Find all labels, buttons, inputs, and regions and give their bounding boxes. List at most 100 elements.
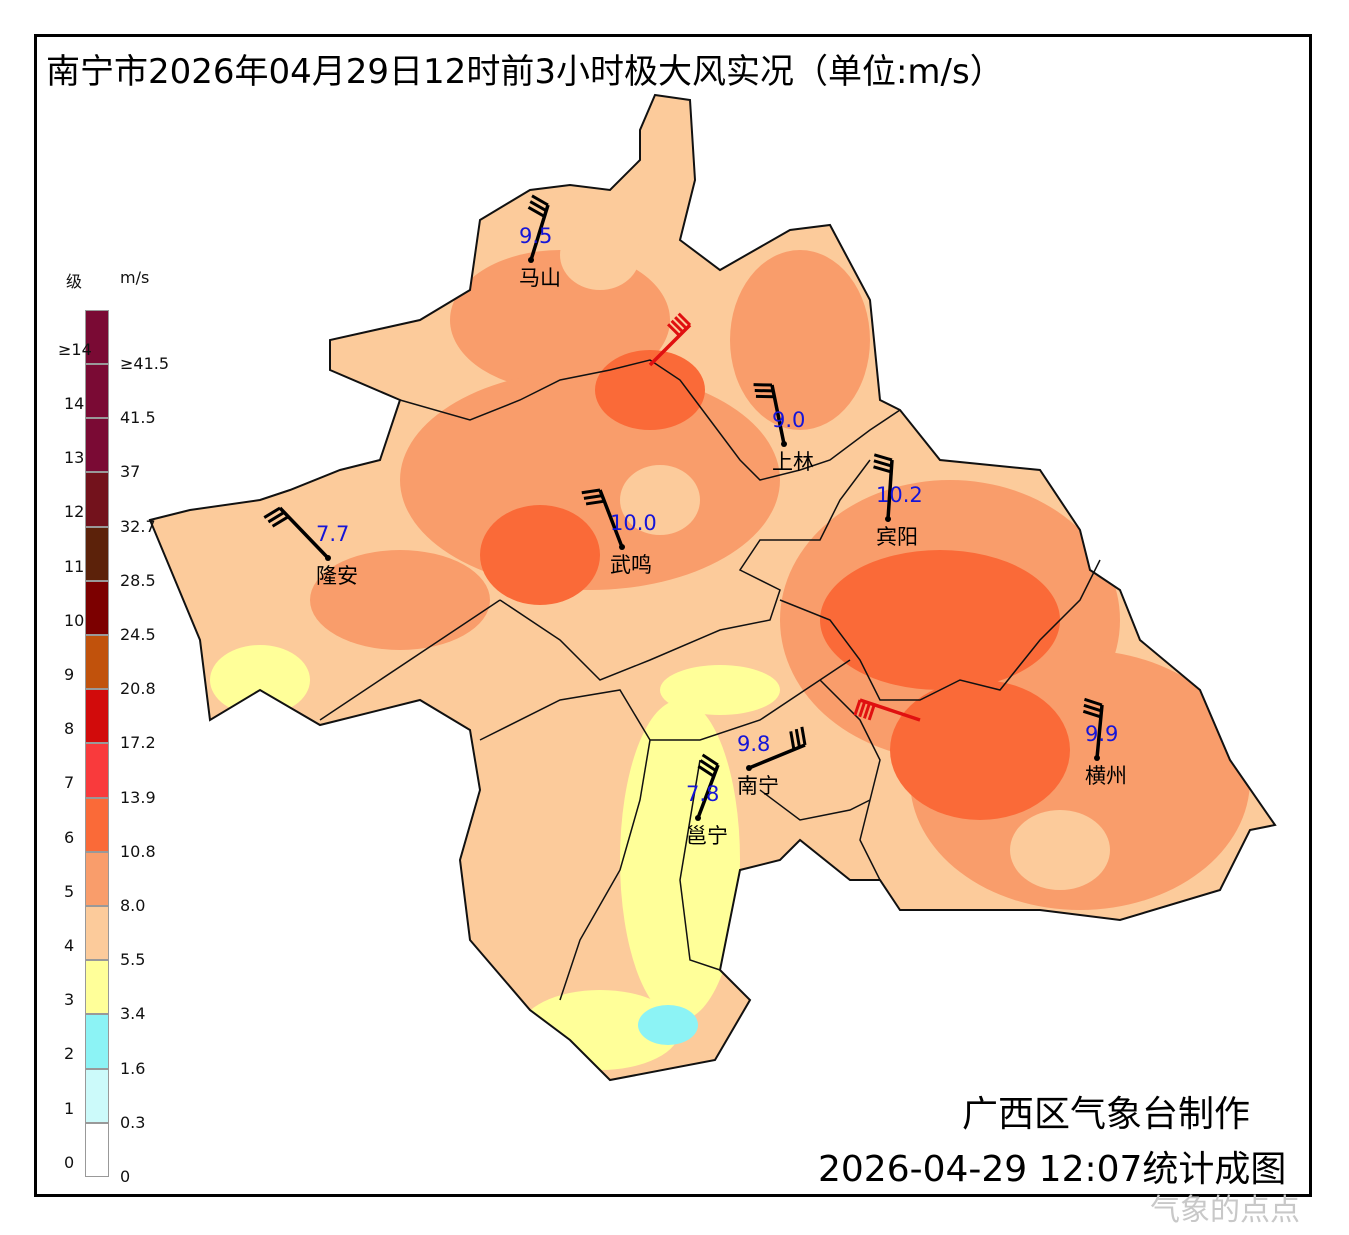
legend-level-label: ≥14	[58, 339, 92, 359]
legend-speed-label: 41.5	[120, 408, 156, 428]
legend-swatch	[85, 309, 109, 364]
zone-level5	[310, 550, 490, 650]
station-value: 9.0	[772, 408, 806, 432]
legend-speed-label: 0	[120, 1167, 131, 1186]
legend-speed-label: 17.2	[120, 733, 156, 753]
wind-barb-feather	[271, 515, 290, 528]
legend-level-label: 11	[64, 556, 85, 576]
max-wind-barb-feather	[670, 319, 684, 334]
legend-speed-label: 3.4	[120, 1004, 146, 1024]
map-title: 南宁市2026年04月29日12时前3小时极大风实况（单位:m/s）	[46, 52, 1004, 92]
legend-level-label: 13	[64, 448, 85, 468]
station-name: 宾阳	[876, 525, 918, 549]
legend-swatch	[85, 906, 109, 961]
legend-swatch	[85, 743, 109, 798]
legend-swatch	[85, 1014, 109, 1069]
legend-speed-label: 24.5	[120, 625, 156, 644]
wind-barb-feather	[873, 459, 893, 468]
station-value: 7.8	[686, 782, 720, 806]
region-fill	[148, 93, 1277, 1082]
wind-barb-feather	[527, 206, 546, 218]
station-value: 10.0	[610, 511, 657, 535]
legend-speed-label: 28.5	[120, 570, 156, 590]
wind-barb-feather	[794, 728, 801, 748]
legend-speed-label: 37	[120, 462, 141, 482]
wind-barb-feather	[1083, 697, 1103, 707]
station-name: 隆安	[316, 564, 358, 588]
zone-level4	[620, 465, 700, 535]
legend-speed-label: 8.0	[120, 896, 146, 915]
legend-level-label: 4	[64, 936, 75, 955]
zone-level4	[1010, 810, 1110, 890]
zone-level3	[620, 700, 740, 1020]
wind-barb-feather	[531, 194, 549, 207]
legend-swatch	[85, 1122, 109, 1177]
wind-barb-feather	[585, 499, 605, 506]
wind-barb-feather	[581, 488, 601, 495]
legend-swatch	[85, 635, 109, 690]
zone-level6	[480, 505, 600, 605]
zone-level6	[595, 350, 705, 430]
station-value: 10.2	[876, 483, 923, 507]
station-name: 横州	[1085, 764, 1127, 788]
legend-speed-label: 10.8	[120, 841, 156, 861]
zone-level4	[560, 220, 640, 290]
wind-barb	[886, 459, 894, 520]
wind-barb-feather	[800, 726, 807, 746]
wind-barb-feather	[873, 465, 892, 474]
zone-level3	[210, 645, 310, 715]
legend-level-label: 7	[64, 773, 75, 793]
max-wind-barb-feather	[853, 699, 862, 716]
legend-level-label: 14	[64, 394, 85, 413]
credit-org: 广西区气象台制作	[962, 1094, 1251, 1135]
max-wind-barb-feather	[863, 702, 871, 719]
legend-level-label: 8	[64, 719, 75, 739]
map-frame	[34, 34, 1312, 1197]
wind-barb-feather	[583, 494, 603, 500]
zone-level6	[820, 550, 1060, 690]
wind-barb-feather	[873, 453, 893, 462]
legend-level-label: 5	[64, 881, 75, 901]
legend-level-label: 10	[64, 610, 85, 630]
legend-swatch	[85, 1068, 109, 1123]
zone-level2	[638, 1005, 698, 1045]
wind-barb	[529, 204, 550, 261]
max-wind-barb	[859, 698, 921, 722]
zone-level6	[890, 680, 1070, 820]
wind-barb-feather	[267, 511, 285, 524]
zone-level5	[730, 250, 870, 430]
legend-level-label: 3	[64, 990, 75, 1010]
legend-speed-label: ≥41.5	[120, 354, 170, 373]
legend-swatch	[85, 472, 109, 527]
station-name: 邕宁	[686, 824, 728, 848]
legend-speed-label: 0.3	[120, 1112, 146, 1132]
legend-swatch	[85, 689, 109, 744]
legend-level-header: 级	[66, 272, 83, 291]
wind-barb	[1095, 704, 1104, 759]
legend-level-label: 6	[64, 827, 75, 847]
legend-level-label: 1	[64, 1098, 75, 1118]
watermark: 气象的点点	[1150, 1193, 1300, 1228]
legend-swatch	[85, 851, 109, 906]
wind-barb	[696, 764, 720, 819]
legend-swatch	[85, 418, 109, 473]
wind-barb-feather	[701, 753, 719, 767]
zone-level3	[660, 665, 780, 715]
legend-swatch	[85, 797, 109, 852]
station-value: 7.7	[316, 522, 350, 546]
station-name: 武鸣	[610, 553, 652, 577]
max-wind-barb-feather	[677, 312, 692, 327]
legend-swatch	[85, 526, 109, 581]
max-wind-barb-feather	[667, 323, 681, 337]
station-name: 上林	[772, 450, 814, 474]
wind-barb-feather	[789, 731, 796, 750]
legend-swatch	[85, 364, 109, 419]
legend-level-label: 12	[64, 502, 85, 522]
legend-unit-header: m/s	[120, 268, 150, 287]
wind-barb-feather	[697, 764, 715, 778]
wind-barb-feather	[1083, 703, 1102, 713]
wind-barb-feather	[1082, 709, 1102, 719]
station-value: 9.8	[737, 732, 771, 756]
wind-barb	[770, 384, 786, 445]
